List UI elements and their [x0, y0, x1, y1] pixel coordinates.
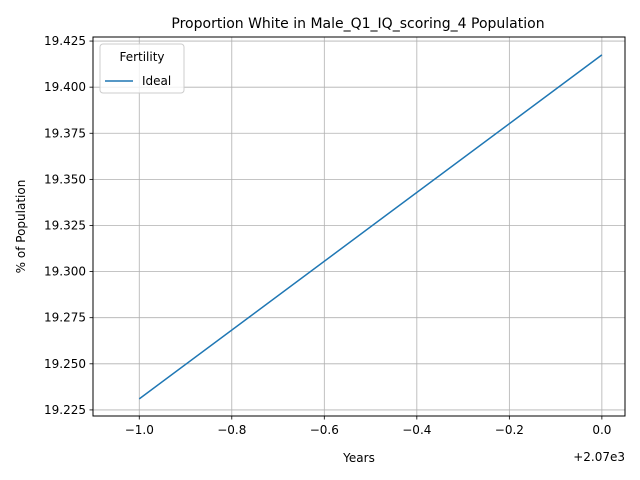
- x-axis-label: Years: [342, 451, 375, 465]
- y-tick-label: 19.300: [44, 265, 86, 279]
- y-axis: 19.225 19.250 19.275 19.300 19.325 19.350 19.3…: [44, 34, 93, 417]
- x-tick-label: −0.8: [217, 423, 246, 437]
- series-layer: [138, 54, 603, 400]
- plot-frame: [92, 36, 626, 417]
- x-tick-label: −1.0: [125, 423, 154, 437]
- x-tick-label: −0.6: [310, 423, 339, 437]
- y-axis-label: % of Population: [14, 180, 28, 274]
- x-tick-label: −0.4: [402, 423, 431, 437]
- x-tick-label: −0.2: [495, 423, 524, 437]
- y-tick-label: 19.225: [44, 403, 86, 417]
- x-axis: −1.0 −0.8 −0.6 −0.4 −0.2 0.0: [125, 416, 611, 437]
- y-tick-label: 19.250: [44, 357, 86, 371]
- chart-title: Proportion White in Male_Q1_IQ_scoring_4…: [171, 16, 544, 32]
- x-axis-offset-label: +2.07e3: [573, 450, 625, 464]
- legend-label-ideal: Ideal: [142, 74, 171, 88]
- series-line-ideal: [138, 54, 603, 400]
- y-tick-label: 19.350: [44, 172, 86, 186]
- grid: [93, 37, 625, 416]
- x-tick-label: 0.0: [592, 423, 611, 437]
- y-tick-label: 19.400: [44, 80, 86, 94]
- y-tick-label: 19.325: [44, 218, 86, 232]
- y-tick-label: 19.425: [44, 34, 86, 48]
- legend: Fertility Ideal: [99, 43, 185, 94]
- legend-title: Fertility: [119, 50, 164, 64]
- y-tick-label: 19.275: [44, 311, 86, 325]
- y-tick-label: 19.375: [44, 126, 86, 140]
